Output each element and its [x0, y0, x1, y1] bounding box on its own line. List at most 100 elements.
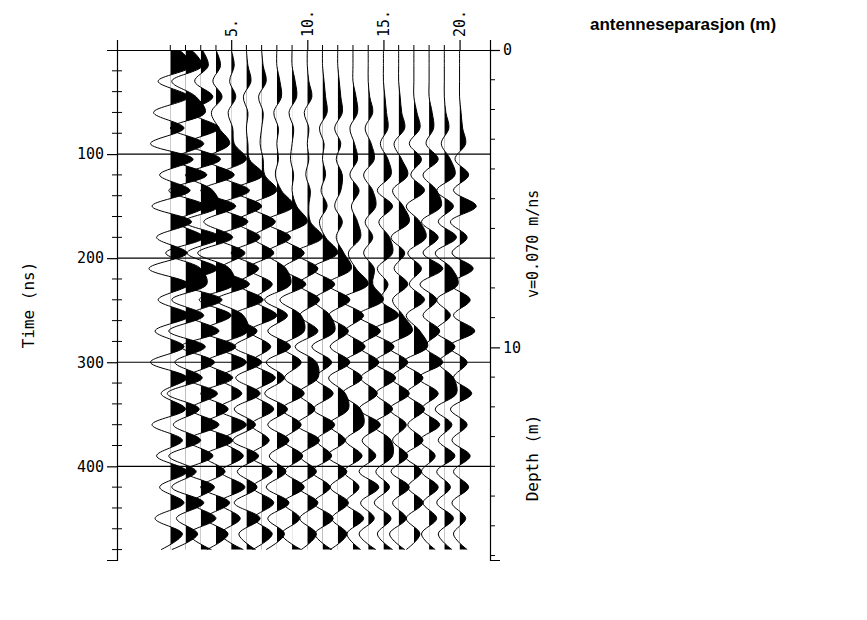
minor-tick: [429, 45, 430, 50]
minor-tick: [490, 377, 495, 378]
minor-tick: [185, 45, 186, 50]
trace-fill-group: [414, 50, 428, 550]
trace: [231, 50, 263, 550]
trace-fill-group: [246, 50, 263, 550]
trace-fill-group: [399, 50, 413, 550]
trace-fill: [246, 50, 263, 550]
minor-tick: [112, 91, 122, 92]
minor-ticks: [490, 80, 495, 556]
minor-tick: [112, 112, 122, 113]
trace-fill-group: [429, 50, 443, 550]
minor-tick: [170, 45, 171, 50]
trace-fill: [338, 50, 352, 550]
plot-area: [149, 50, 476, 550]
minor-ticks: [112, 71, 122, 550]
axis-line: [491, 51, 501, 561]
trace: [388, 50, 412, 550]
trace: [312, 50, 338, 550]
minor-tick: [215, 45, 216, 50]
minor-tick: [490, 436, 495, 437]
minor-tick: [490, 198, 495, 199]
minor-tick: [112, 174, 122, 175]
minor-tick: [112, 549, 122, 550]
trace-fill: [399, 50, 413, 550]
tick-label: 10.: [299, 10, 317, 37]
minor-tick: [490, 168, 495, 169]
trace-fill-group: [368, 50, 383, 550]
minor-tick: [490, 109, 495, 110]
tick-label: 5.: [223, 19, 241, 37]
minor-tick: [112, 70, 122, 71]
trace: [418, 50, 442, 550]
tick: 10.: [299, 10, 317, 50]
minor-ticks: [170, 45, 444, 50]
tick: 0: [490, 41, 512, 59]
trace: [280, 50, 307, 550]
tick-label: 200: [77, 249, 104, 267]
trace-fill: [444, 50, 458, 550]
trace: [341, 50, 368, 550]
minor-tick: [112, 403, 122, 404]
trace-fill: [429, 50, 443, 550]
tick-mark: [459, 40, 460, 50]
tick: 100: [77, 145, 117, 163]
minor-tick: [490, 496, 495, 497]
minor-tick: [398, 45, 399, 50]
axis-title: Time (ns): [19, 262, 38, 349]
trace-fill: [292, 50, 307, 550]
tick-label: 15.: [375, 10, 393, 37]
minor-tick: [368, 45, 369, 50]
axis-line: [107, 51, 118, 561]
trace: [358, 50, 384, 550]
minor-tick: [112, 278, 122, 279]
trace-fill: [216, 50, 236, 550]
minor-tick: [200, 45, 201, 50]
minor-tick: [112, 487, 122, 488]
trace-fill-group: [444, 50, 458, 550]
minor-tick: [112, 445, 122, 446]
axis-line: [118, 40, 491, 51]
minor-tick: [490, 555, 495, 556]
minor-tick: [490, 139, 495, 140]
tick-mark: [383, 40, 384, 50]
trace-fill-group: [277, 50, 294, 550]
trace-fill-group: [460, 50, 477, 550]
trace-fill-group: [383, 50, 398, 550]
tick-mark: [231, 40, 232, 50]
tick-mark: [107, 362, 117, 363]
tick: 20.: [451, 10, 469, 50]
tick: 400: [77, 458, 117, 476]
minor-tick: [112, 299, 122, 300]
trace: [248, 50, 277, 550]
tick: 5.: [223, 19, 241, 50]
minor-tick: [444, 45, 445, 50]
minor-tick: [490, 287, 495, 288]
tick: 200: [77, 249, 117, 267]
tick: 15.: [375, 10, 393, 50]
axis: 0 10: [490, 41, 521, 560]
tick-mark: [307, 40, 308, 50]
trace-fill: [383, 50, 398, 550]
minor-tick: [112, 133, 122, 134]
tick-label: 10: [503, 339, 521, 357]
minor-tick: [413, 45, 414, 50]
trace: [371, 50, 398, 550]
minor-tick: [490, 406, 495, 407]
minor-tick: [112, 237, 122, 238]
trace-fill-group: [216, 50, 236, 550]
trace-fill-group: [262, 50, 277, 550]
minor-tick: [490, 317, 495, 318]
minor-tick: [490, 228, 495, 229]
trace: [198, 50, 236, 550]
axis: 5. 10. 15. 20.: [118, 10, 491, 51]
minor-tick: [112, 528, 122, 529]
tick-mark: [107, 258, 117, 259]
minor-tick: [246, 45, 247, 50]
trace: [327, 50, 352, 550]
tick-mark: [490, 347, 500, 348]
tick: 300: [77, 354, 117, 372]
tick-label: 300: [77, 354, 104, 372]
trace: [265, 50, 294, 550]
tick-mark: [107, 466, 117, 467]
tick-label: 100: [77, 145, 104, 163]
